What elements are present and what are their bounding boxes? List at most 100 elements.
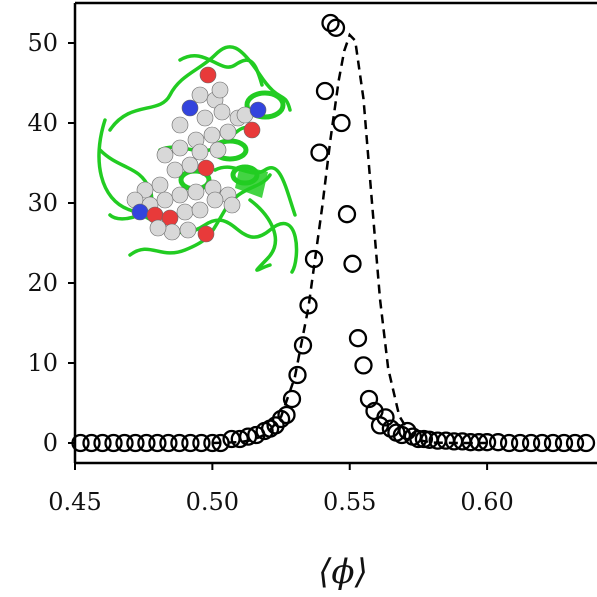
protein-ribbon (213, 165, 297, 217)
data-point (315, 81, 335, 101)
data-point (304, 249, 324, 269)
data-point (343, 254, 362, 273)
protein-atom (209, 141, 227, 159)
protein-atom (206, 191, 224, 209)
protein-atom (196, 109, 214, 127)
protein-atom (197, 159, 215, 177)
data-point (354, 356, 373, 375)
axes (73, 1, 597, 465)
data-point (181, 433, 200, 453)
protein-atom (163, 223, 181, 241)
protein-atom (171, 139, 189, 157)
data-point (521, 433, 541, 453)
data-point (310, 143, 329, 162)
protein-helix (244, 90, 286, 120)
data-point (477, 433, 497, 452)
protein-atom (249, 101, 267, 119)
protein-atom (197, 225, 215, 243)
x-tick-label: 0.50 (186, 488, 239, 516)
protein-ribbon (248, 198, 278, 272)
protein-atom (187, 183, 205, 201)
data-point (137, 433, 156, 453)
data-point (392, 425, 412, 445)
protein-atom (223, 196, 241, 214)
protein-atom (176, 203, 194, 221)
data-point (376, 408, 395, 427)
x-tick-label: 0.60 (460, 488, 513, 516)
protein-atom (179, 221, 197, 239)
protein-ribbon (108, 45, 292, 132)
protein-atom (191, 143, 209, 161)
data-point (348, 329, 368, 348)
y-tick-label: 0 (43, 429, 58, 457)
protein-atom (213, 103, 231, 121)
protein-atom (191, 86, 209, 104)
protein-atom (181, 156, 199, 174)
data-point (126, 433, 145, 453)
x-tick-label: 0.45 (48, 488, 101, 516)
protein-atom (243, 121, 261, 139)
protein-atom (171, 116, 189, 134)
data-point (409, 429, 428, 449)
data-point (104, 433, 123, 453)
data-point (82, 433, 101, 453)
tick-marks (68, 42, 489, 470)
tick-labels: 0.45 0.50 0.55 0.60 0 10 20 30 40 50 (27, 29, 513, 516)
protein-atom (136, 181, 154, 199)
data-point (321, 13, 340, 33)
data-point (469, 433, 489, 452)
data-point (576, 433, 596, 453)
y-tick-label: 30 (27, 189, 58, 217)
data-point (299, 296, 318, 315)
data-point (565, 433, 585, 453)
y-tick-label: 20 (27, 269, 58, 297)
data-point (282, 389, 302, 409)
protein-atom (203, 126, 221, 144)
x-tick-label: 0.55 (323, 488, 376, 516)
protein-atom (156, 191, 174, 209)
data-point (288, 365, 307, 385)
data-point (337, 205, 357, 224)
protein-ribbon (97, 118, 299, 274)
data-point (293, 336, 313, 355)
data-point (271, 409, 291, 429)
protein-atom (219, 123, 237, 141)
data-point (277, 405, 296, 425)
data-point (192, 433, 211, 453)
protein-atom (181, 99, 199, 117)
protein-atom (171, 186, 189, 204)
data-point (211, 433, 230, 453)
protein-atom (211, 81, 229, 99)
protein-atom (191, 201, 209, 219)
protein-atom (199, 66, 217, 84)
data-point (532, 433, 552, 453)
protein-sheet (235, 165, 268, 198)
protein-atom (131, 203, 149, 221)
data-point (159, 433, 178, 453)
protein-structure-inset (97, 45, 299, 274)
protein-ribbon (178, 53, 264, 87)
data-point (170, 433, 189, 453)
data-point (93, 433, 112, 453)
data-point (488, 433, 508, 452)
data-point (554, 433, 574, 453)
data-point (326, 18, 346, 37)
data-point (238, 427, 258, 446)
y-tick-label: 50 (27, 29, 58, 57)
data-point (543, 433, 563, 453)
data-point (115, 433, 134, 453)
data-point (359, 389, 379, 409)
data-point (332, 113, 351, 133)
data-points-layer (71, 13, 596, 453)
data-point (499, 433, 519, 453)
data-point (266, 416, 285, 435)
protein-atom (151, 176, 169, 194)
protein-atom (156, 146, 174, 164)
y-tick-label: 40 (27, 109, 58, 137)
data-point (148, 433, 167, 453)
y-tick-label: 10 (27, 349, 58, 377)
x-axis-label: ⟨ϕ⟩ (318, 552, 368, 592)
data-point (203, 433, 222, 453)
